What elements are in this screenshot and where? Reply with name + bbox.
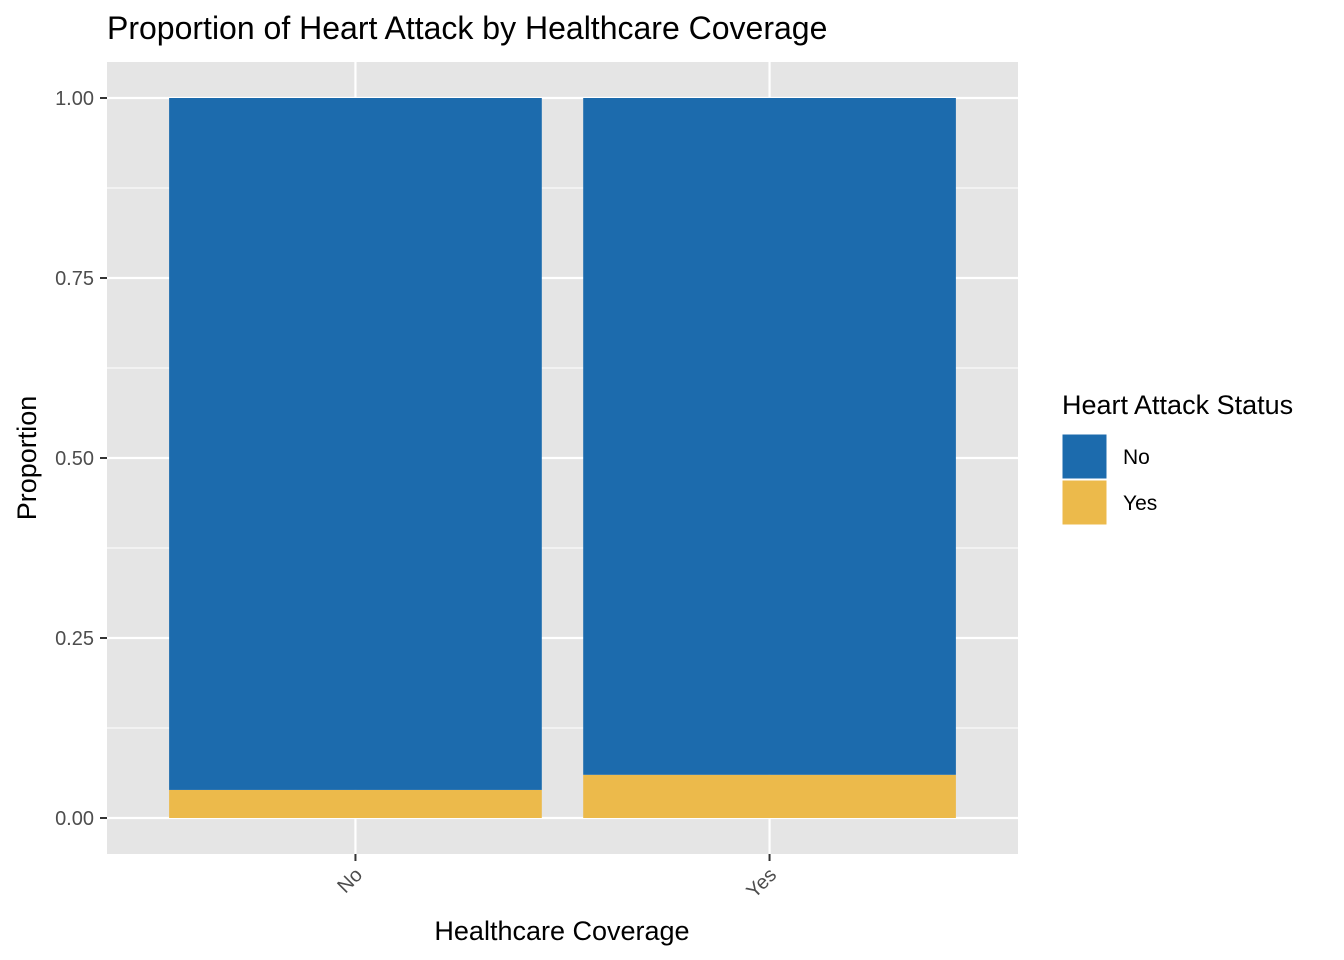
y-tick-label: 0.75 xyxy=(55,268,94,290)
legend-key-no xyxy=(1061,433,1108,480)
bar-no-yes xyxy=(169,789,542,818)
y-tick-label: 0.50 xyxy=(55,448,94,470)
chart-title: Proportion of Heart Attack by Healthcare… xyxy=(107,10,827,46)
y-tick-label: 1.00 xyxy=(55,88,94,110)
bar-yes-yes xyxy=(583,774,956,818)
bars-layer xyxy=(169,98,956,818)
x-axis: No Yes xyxy=(333,854,781,903)
x-axis-title: Healthcare Coverage xyxy=(434,916,689,946)
legend-title: Heart Attack Status xyxy=(1062,390,1293,420)
y-axis-title: Proportion xyxy=(12,396,42,521)
y-axis: 0.00 0.25 0.50 0.75 1.00 xyxy=(55,88,107,830)
legend-label-yes: Yes xyxy=(1123,492,1157,515)
legend-label-no: No xyxy=(1123,446,1150,469)
y-tick-label: 0.25 xyxy=(55,628,94,650)
x-tick-label: Yes xyxy=(742,864,781,903)
bar-no-no xyxy=(169,98,542,790)
legend: Heart Attack Status No Yes xyxy=(1061,390,1293,526)
x-tick-label: No xyxy=(333,864,367,898)
y-tick-label: 0.00 xyxy=(55,808,94,830)
legend-key-yes xyxy=(1061,479,1108,526)
bar-yes-no xyxy=(583,98,956,775)
